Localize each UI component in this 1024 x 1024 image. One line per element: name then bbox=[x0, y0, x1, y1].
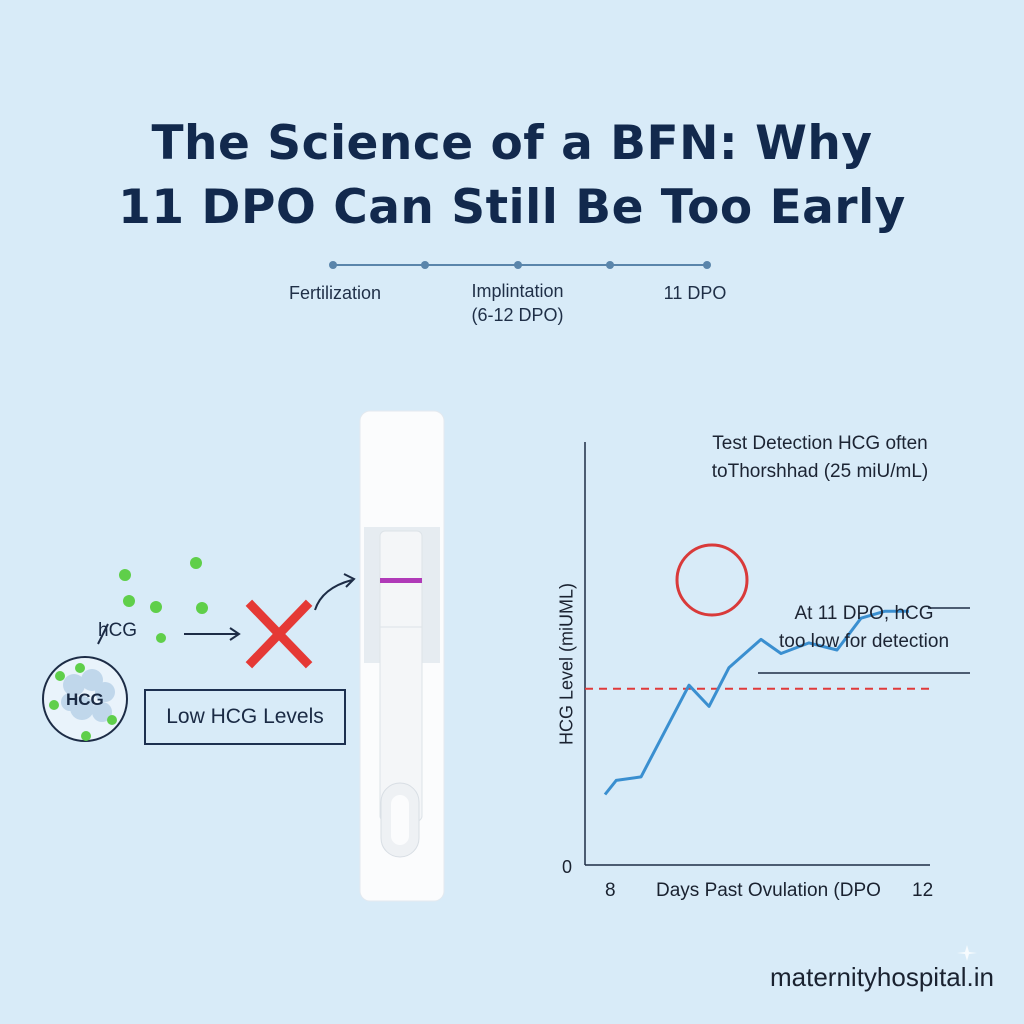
chart-title: Test Detection HCG often toThorshhad (25… bbox=[711, 433, 929, 482]
low-hcg-levels-box: Low HCG Levels bbox=[144, 689, 346, 745]
page-title: The Science of a BFN: Why 11 DPO Can Sti… bbox=[0, 112, 1024, 240]
hcg-particle bbox=[119, 569, 131, 581]
hcg-label: hCG bbox=[98, 620, 138, 641]
highlight-circle bbox=[675, 543, 749, 617]
hcg-particle bbox=[196, 602, 208, 614]
title-line-2: 11 DPO Can Still Be Too Early bbox=[118, 180, 906, 235]
timeline-label-implantation: Implintation bbox=[471, 281, 564, 301]
timeline-node bbox=[329, 261, 337, 269]
x-tick-start: 8 bbox=[605, 880, 616, 901]
x-tick-end: 12 bbox=[912, 880, 934, 901]
hcg-chart bbox=[584, 442, 970, 866]
hcg-particle bbox=[123, 595, 135, 607]
y-tick-zero: 0 bbox=[562, 857, 573, 877]
footer-site: maternityhospital.in bbox=[770, 962, 994, 992]
curved-arrow bbox=[314, 579, 353, 611]
sparkle-icon bbox=[957, 945, 977, 961]
hcg-cluster-label: HCG bbox=[66, 690, 104, 709]
test-control-line bbox=[380, 578, 422, 583]
timeline-label-fertilization: Fertilization bbox=[288, 283, 382, 303]
timeline-node bbox=[514, 261, 522, 269]
timeline-label-11dpo: 11 DPO bbox=[663, 283, 727, 303]
hcg-particle bbox=[150, 601, 162, 613]
timeline-node bbox=[606, 261, 614, 269]
title-line-1: The Science of a BFN: Why bbox=[151, 116, 873, 171]
timeline-node bbox=[703, 261, 711, 269]
annotation-bracket bbox=[758, 607, 970, 674]
hcg-illustration bbox=[42, 557, 356, 742]
pregnancy-test-icon bbox=[359, 410, 445, 902]
x-cross-icon bbox=[245, 599, 313, 669]
hcg-particle bbox=[156, 633, 166, 643]
timeline-node bbox=[421, 261, 429, 269]
chart-annotation: At 11 DPO, hCG too low for detection bbox=[778, 603, 950, 652]
y-axis-label: HCG Level (miUML) bbox=[556, 582, 577, 746]
timeline-bar bbox=[329, 261, 711, 269]
hcg-particle bbox=[190, 557, 202, 569]
hcg-series-line bbox=[603, 609, 909, 796]
timeline-label-implantation-range: (6-12 DPO) bbox=[471, 305, 564, 325]
x-axis-label: Days Past Ovulation (DPO bbox=[656, 880, 881, 901]
